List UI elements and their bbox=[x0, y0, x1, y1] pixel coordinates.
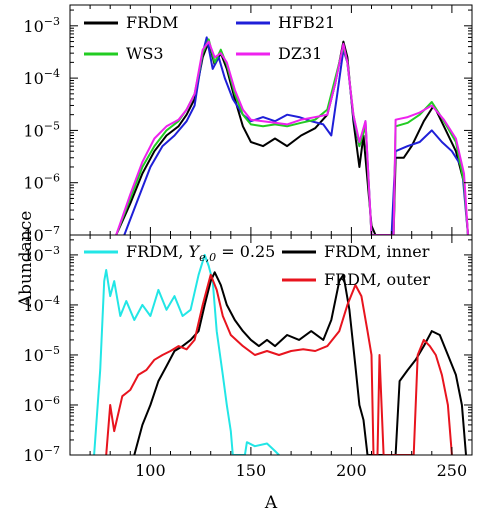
y-tick-label-bottom: 10−7 bbox=[23, 444, 60, 465]
y-tick-label-bottom: 10−4 bbox=[23, 294, 60, 315]
x-tick-label: 250 bbox=[437, 461, 468, 480]
y-tick-label-top: 10−5 bbox=[23, 119, 60, 140]
series-line-top-3 bbox=[115, 40, 469, 235]
y-tick-label-top: 10−3 bbox=[23, 15, 60, 36]
y-tick-label-bottom: 10−5 bbox=[23, 344, 60, 365]
x-tick-label: 200 bbox=[336, 461, 367, 480]
y-tick-label-top: 10−7 bbox=[23, 224, 60, 245]
y-tick-label-top: 10−6 bbox=[23, 172, 60, 193]
x-tick-label: 100 bbox=[135, 461, 166, 480]
legend-label-top-0: FRDM bbox=[126, 13, 178, 32]
y-tick-label-bottom: 10−3 bbox=[23, 244, 60, 265]
legend-label-top-1: HFB21 bbox=[278, 13, 335, 32]
y-axis-label: Abundance bbox=[16, 211, 36, 309]
legend-label-top-3: DZ31 bbox=[278, 44, 322, 63]
legend-label-bottom-2: FRDM, outer bbox=[324, 270, 430, 289]
series-line-bottom-2 bbox=[105, 273, 453, 455]
series-line-bottom-0 bbox=[93, 253, 280, 455]
legend-label-bottom-0: FRDM, Ye,0 = 0.25 bbox=[126, 242, 275, 264]
series-line-top-0 bbox=[115, 40, 469, 235]
panel-frame-bottom bbox=[69, 234, 473, 456]
legend-label-top-2: WS3 bbox=[126, 44, 164, 63]
x-axis-label: A bbox=[264, 493, 278, 513]
series-line-bottom-1 bbox=[133, 271, 467, 455]
y-tick-label-bottom: 10−6 bbox=[23, 394, 60, 415]
x-tick-label: 150 bbox=[236, 461, 267, 480]
legend-label-bottom-1: FRDM, inner bbox=[324, 242, 430, 261]
y-tick-label-top: 10−4 bbox=[23, 67, 60, 88]
